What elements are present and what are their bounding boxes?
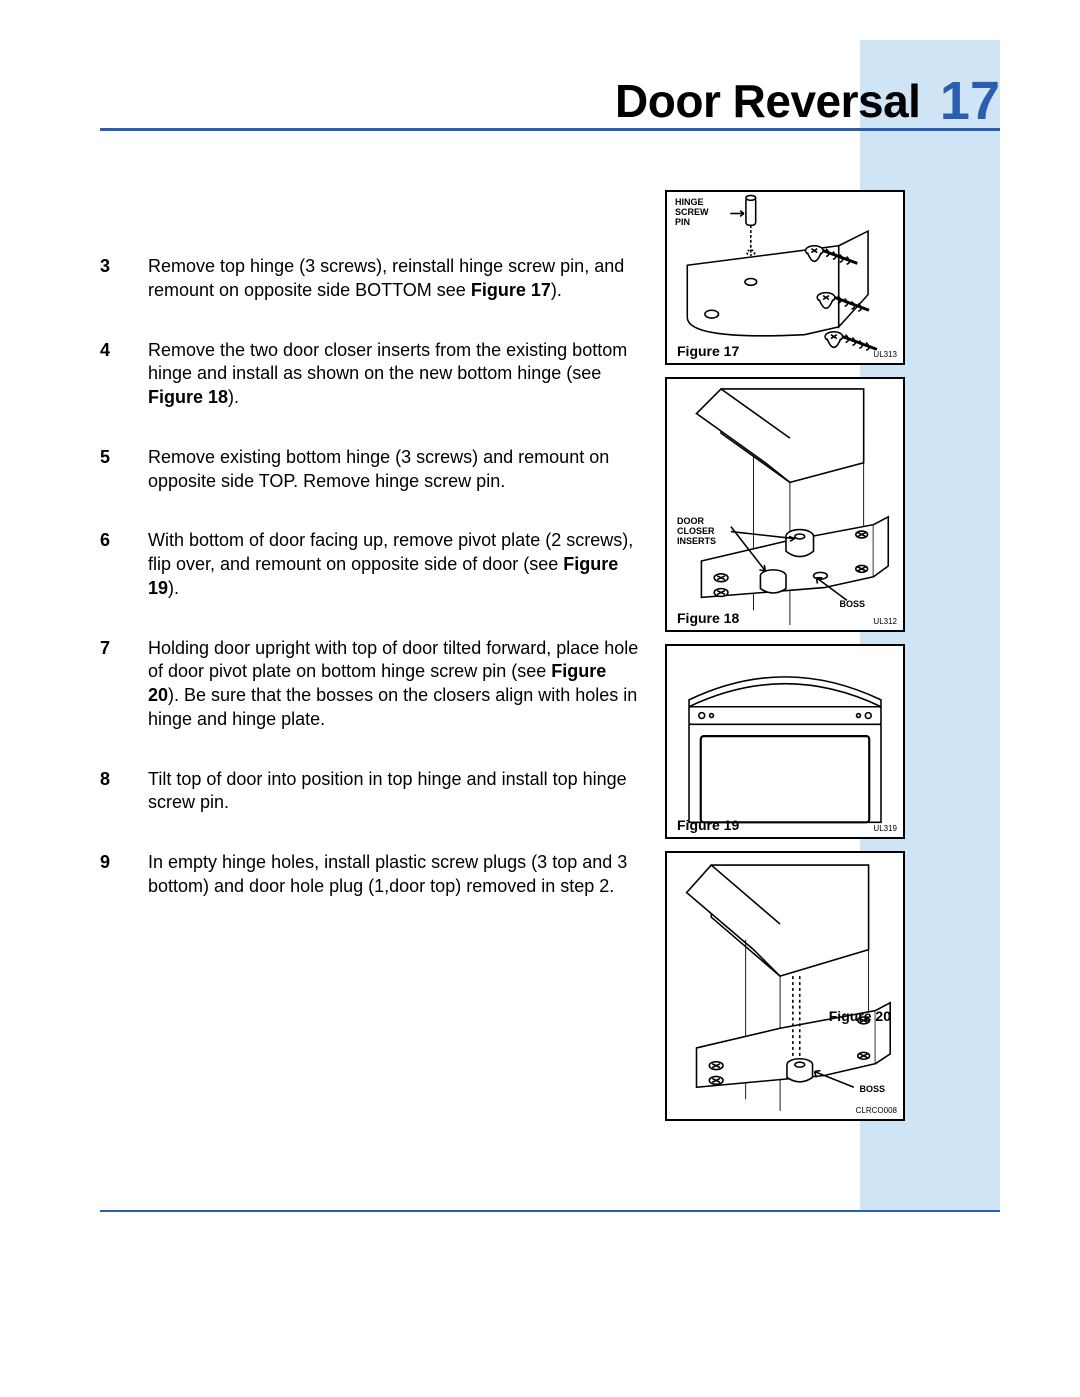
step-text: Holding door upright with top of door ti… <box>148 637 640 732</box>
step-text: Remove the two door closer inserts from … <box>148 339 640 410</box>
step-3: 3 Remove top hinge (3 screws), reinstall… <box>100 255 640 303</box>
step-text: Remove top hinge (3 screws), reinstall h… <box>148 255 640 303</box>
figure-19: Figure 19 UL319 <box>665 644 905 839</box>
instructions: 3 Remove top hinge (3 screws), reinstall… <box>100 255 640 935</box>
figure-caption: Figure 19 <box>677 817 739 833</box>
step-number: 5 <box>100 446 148 494</box>
page-title: Door Reversal <box>615 74 920 128</box>
figure-caption: Figure 18 <box>677 610 739 626</box>
step-number: 9 <box>100 851 148 899</box>
step-text: With bottom of door facing up, remove pi… <box>148 529 640 600</box>
header-rule <box>100 128 1000 131</box>
page-header: Door Reversal 17 <box>100 70 1000 132</box>
step-number: 4 <box>100 339 148 410</box>
door-install-diagram-icon <box>667 853 903 1119</box>
label-hinge-screw-pin: HINGE SCREW PIN <box>675 198 709 228</box>
figure-20: Figure 20 BOSS CLRCO008 <box>665 851 905 1121</box>
figure-caption: Figure 17 <box>677 343 739 359</box>
figure-code: UL313 <box>873 350 897 359</box>
figure-18: DOOR CLOSER INSERTS BOSS Figure 18 UL312 <box>665 377 905 632</box>
step-number: 3 <box>100 255 148 303</box>
page-number: 17 <box>940 70 1000 132</box>
step-text: In empty hinge holes, install plastic sc… <box>148 851 640 899</box>
figure-code: CLRCO008 <box>856 1106 897 1115</box>
bottom-hinge-diagram-icon <box>667 379 903 630</box>
step-text: Remove existing bottom hinge (3 screws) … <box>148 446 640 494</box>
figure-caption: Figure 20 <box>829 1008 891 1024</box>
step-text: Tilt top of door into position in top hi… <box>148 768 640 816</box>
step-5: 5 Remove existing bottom hinge (3 screws… <box>100 446 640 494</box>
figure-code: UL312 <box>873 617 897 626</box>
step-4: 4 Remove the two door closer inserts fro… <box>100 339 640 410</box>
step-number: 6 <box>100 529 148 600</box>
step-number: 8 <box>100 768 148 816</box>
footer-rule <box>100 1210 1000 1212</box>
step-9: 9 In empty hinge holes, install plastic … <box>100 851 640 899</box>
figure-17: HINGE SCREW PIN Figure 17 UL313 <box>665 190 905 365</box>
figures-column: HINGE SCREW PIN Figure 17 UL313 <box>665 190 905 1133</box>
label-door-closer-inserts: DOOR CLOSER INSERTS <box>677 517 716 547</box>
label-boss: BOSS <box>859 1085 885 1095</box>
step-7: 7 Holding door upright with top of door … <box>100 637 640 732</box>
step-number: 7 <box>100 637 148 732</box>
step-8: 8 Tilt top of door into position in top … <box>100 768 640 816</box>
figure-code: UL319 <box>873 824 897 833</box>
step-6: 6 With bottom of door facing up, remove … <box>100 529 640 600</box>
door-top-diagram-icon <box>667 646 903 837</box>
label-boss: BOSS <box>839 600 865 610</box>
